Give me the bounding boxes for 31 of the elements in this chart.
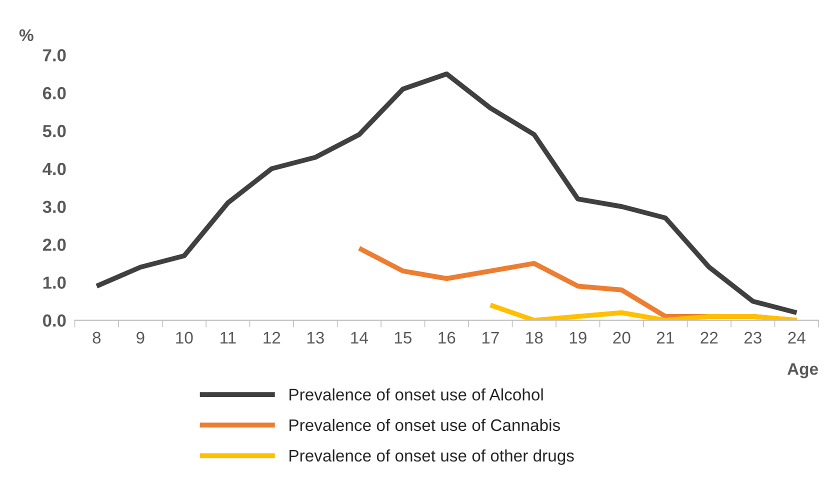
line-series (94, 71, 800, 316)
x-tick-label: 22 (700, 332, 718, 344)
legend-label: Prevalence of onset use of Alcohol (290, 388, 543, 401)
x-tick-label: 24 (788, 332, 806, 344)
x-axis-title: Age (787, 363, 818, 378)
x-tick-label: 8 (92, 332, 101, 344)
y-axis-title: % (19, 29, 34, 42)
x-tick-label: 18 (526, 332, 543, 344)
x-tick-label: 15 (394, 332, 412, 344)
legend-label: Prevalence of onset use of Cannabis (290, 418, 560, 432)
x-tick-label: 11 (220, 332, 236, 344)
legend-label: Prevalence of onset use of other drugs (290, 449, 574, 465)
x-tick-label: 12 (264, 332, 280, 344)
x-tick-label: 23 (744, 332, 762, 344)
y-tick-label: 3.0 (42, 200, 66, 214)
x-tick-label: 17 (482, 332, 499, 344)
x-tick-label: 9 (136, 332, 144, 344)
x-tick-label: 20 (613, 332, 630, 344)
x-tick-label: 14 (351, 332, 368, 344)
x-tick-label: 19 (570, 332, 586, 344)
x-tick-label: 16 (438, 332, 456, 344)
y-tick-label: 0.0 (43, 314, 66, 327)
y-tick-label: 6.0 (42, 87, 66, 100)
y-tick-label: 5.0 (42, 124, 66, 138)
x-tick-label: 21 (656, 332, 674, 344)
x-tick-label: 13 (307, 332, 324, 344)
y-tick-label: 4.0 (42, 162, 66, 176)
y-tick-label: 7.0 (43, 49, 66, 62)
x-tick-label: 10 (176, 332, 193, 344)
y-tick-label: 1.0 (43, 276, 66, 289)
y-tick-label: 2.0 (42, 238, 66, 251)
